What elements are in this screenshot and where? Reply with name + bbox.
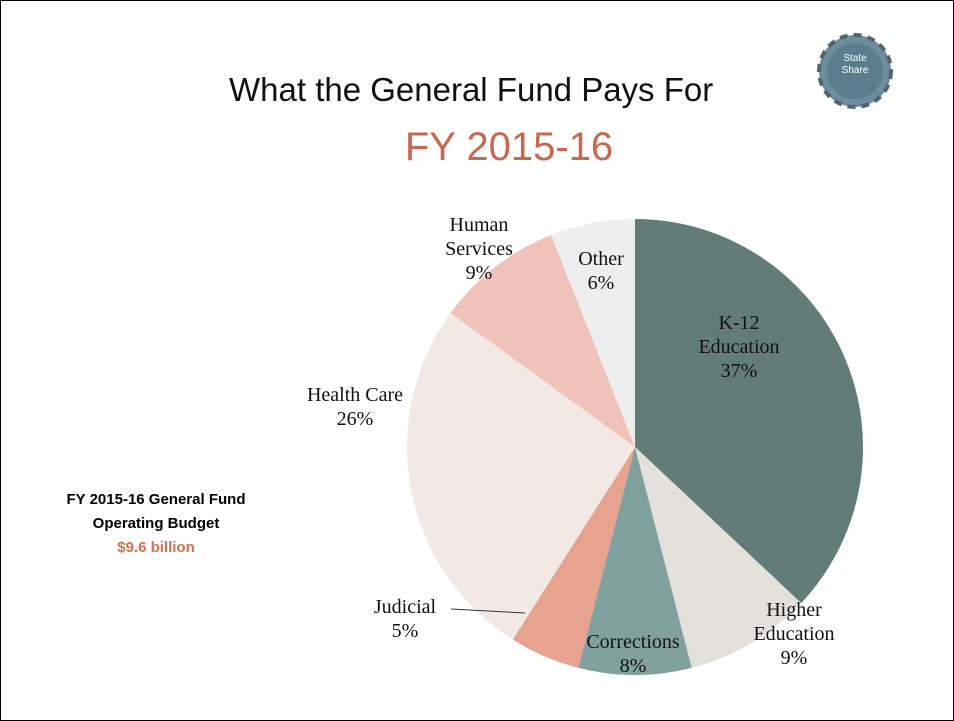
note-title: FY 2015-16 General Fund Operating Budget — [41, 488, 271, 536]
slice-value: 6% — [566, 271, 636, 295]
slice-value: 8% — [563, 654, 703, 678]
slice-name: Health Care — [280, 383, 430, 407]
slice-name: Judicial — [360, 595, 450, 619]
slice-value: 9% — [429, 261, 529, 285]
badge-text: State Share — [830, 53, 880, 77]
slice-value: 9% — [739, 646, 849, 670]
slice-name: Higher Education — [739, 598, 849, 646]
slice-value: 5% — [360, 619, 450, 643]
slide: What the General Fund Pays For FY 2015-1… — [0, 0, 954, 721]
note: FY 2015-16 General Fund Operating Budget… — [41, 488, 271, 560]
slice-name: Corrections — [563, 630, 703, 654]
slice-name: Human Services — [429, 213, 529, 261]
slice-value: 37% — [684, 359, 794, 383]
note-total: $9.6 billion — [41, 536, 271, 560]
chart-subtitle: FY 2015-16 — [1, 125, 954, 170]
slice-value: 26% — [280, 407, 430, 431]
slice-name: Other — [566, 247, 636, 271]
slice-name: K-12 Education — [684, 311, 794, 359]
chart-title: What the General Fund Pays For — [229, 71, 713, 109]
